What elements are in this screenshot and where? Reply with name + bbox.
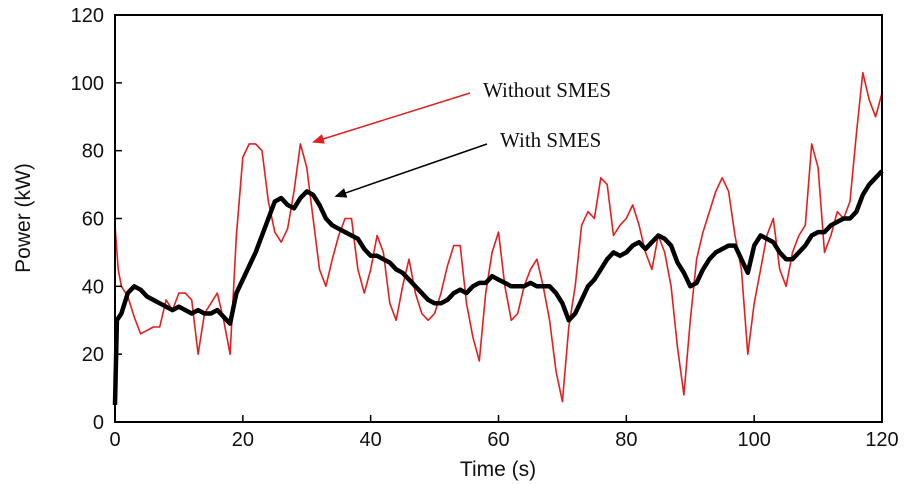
plot-frame: [114, 14, 883, 423]
series-line: [112, 169, 884, 406]
series-layer: [112, 71, 884, 406]
annotations-layer: Without SMES With SMES: [312, 78, 611, 198]
x-tick-label: 100: [737, 429, 770, 451]
y-tick-label: 20: [82, 344, 104, 366]
x-tick-label: 40: [360, 429, 382, 451]
series-line: [114, 71, 883, 403]
series-without-smes: [114, 71, 883, 403]
x-tick-label: 120: [865, 429, 898, 451]
ticks-layer: 0 20 40 60 80 100 120 0 20 40 60 80 100 120: [71, 5, 899, 451]
y-tick-label: 100: [71, 73, 104, 95]
x-tick-label: 60: [487, 429, 509, 451]
x-tick-label: 80: [615, 429, 637, 451]
y-tick-label: 80: [82, 141, 104, 163]
y-tick-label: 60: [82, 209, 104, 231]
x-tick-label: 20: [232, 429, 254, 451]
y-tick-label: 120: [71, 5, 104, 27]
y-axis-title: Power (kW): [12, 163, 35, 273]
annotation-arrow: [334, 143, 488, 198]
annotation-label: Without SMES: [483, 78, 611, 102]
x-axis-title: Time (s): [460, 458, 536, 481]
x-tick-label: 0: [109, 429, 120, 451]
y-tick-label: 40: [82, 276, 104, 298]
y-tick-label: 0: [93, 412, 104, 434]
series-with-smes: [112, 169, 884, 406]
annotation-label: With SMES: [500, 128, 601, 152]
annotation-arrow: [312, 92, 471, 144]
